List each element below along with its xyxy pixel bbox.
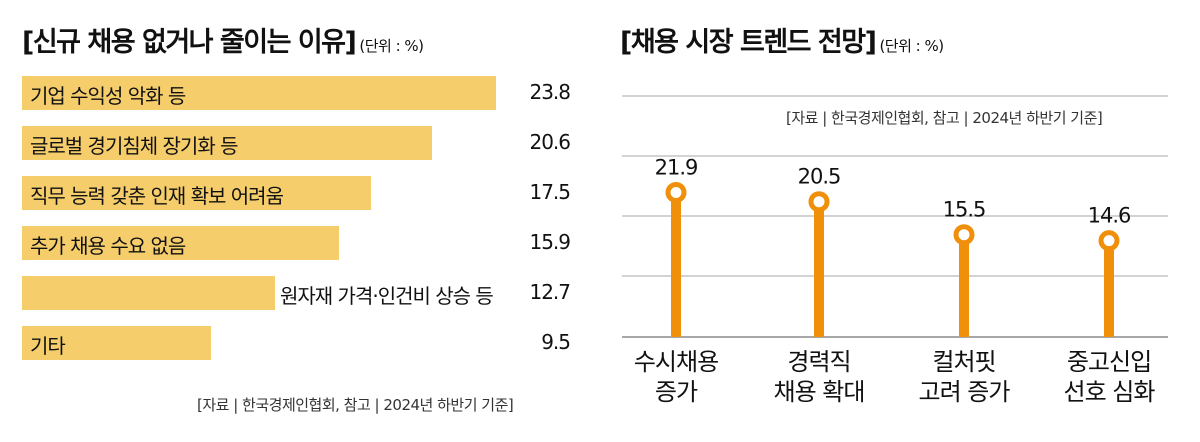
category-tick-label: 중고신입: [1067, 348, 1151, 376]
bar: [22, 76, 496, 110]
left-title-text: [신규 채용 없거나 줄이는 이유]: [22, 27, 357, 58]
bar-value-label: 23.8: [529, 80, 571, 104]
lollipop-value-label: 15.5: [943, 198, 986, 222]
bar: [22, 126, 432, 160]
bar-row: 직무 능력 갖춘 인재 확보 어려움 17.5: [22, 176, 582, 210]
bar-category-label: 기타: [30, 334, 66, 358]
left-unit-label: (단위 : %): [359, 37, 424, 55]
bar-category-label: 직무 능력 갖춘 인재 확보 어려움: [30, 184, 284, 208]
bar-row: 원자재 가격·인건비 상승 등 12.7: [22, 276, 582, 310]
left-source-note: [자료 | 한국경제인협회, 참고 | 2024년 하반기 기준]: [197, 396, 514, 414]
bar: [22, 176, 371, 210]
bar: [22, 226, 339, 260]
bar-value-label: 17.5: [529, 180, 571, 204]
bar-category-label: 원자재 가격·인건비 상승 등: [280, 284, 494, 308]
bar-value-label: 15.9: [529, 230, 571, 254]
bar-category-label: 추가 채용 수요 없음: [30, 234, 186, 258]
bar-value-label: 12.7: [529, 280, 571, 304]
lollipop-point: [1098, 230, 1120, 252]
category-tick-label: 수시채용: [634, 348, 718, 376]
lollipop-value-label: 20.5: [798, 165, 841, 189]
right-title-text: [채용 시장 트렌드 전망]: [620, 27, 877, 58]
left-chart-title: [신규 채용 없거나 줄이는 이유] (단위 : %): [22, 20, 424, 59]
category-tick-label: 경력직: [787, 348, 850, 376]
category-tick-label: 고려 증가: [919, 378, 1011, 406]
lollipop-value-label: 21.9: [655, 155, 698, 179]
bar-row: 추가 채용 수요 없음 15.9: [22, 226, 582, 260]
right-unit-label: (단위 : %): [879, 37, 944, 55]
category-tick-label: 증가: [655, 378, 698, 406]
category-tick-label: 컬처핏: [932, 348, 995, 376]
bar-row: 글로벌 경기침체 장기화 등 20.6: [22, 126, 582, 160]
lollipop-point: [953, 224, 975, 246]
bar: [22, 326, 211, 360]
bar-category-label: 기업 수익성 악화 등: [30, 84, 186, 108]
category-tick-label: 선호 심화: [1064, 378, 1156, 406]
bar-value-label: 9.5: [541, 330, 571, 354]
lollipop-point: [808, 191, 830, 213]
category-tick-label: 채용 확대: [774, 378, 865, 406]
right-chart-title: [채용 시장 트렌드 전망] (단위 : %): [620, 20, 944, 59]
bar-row: 기타 9.5: [22, 326, 582, 360]
bar: [22, 276, 275, 310]
lollipop-point: [665, 181, 687, 203]
bar-category-label: 글로벌 경기침체 장기화 등: [30, 134, 238, 158]
right-source-note: [자료 | 한국경제인협회, 참고 | 2024년 하반기 기준]: [786, 109, 1103, 127]
bar-value-label: 20.6: [529, 130, 571, 154]
bar-row: 기업 수익성 악화 등 23.8: [22, 76, 582, 110]
lollipop-value-label: 14.6: [1088, 204, 1131, 228]
